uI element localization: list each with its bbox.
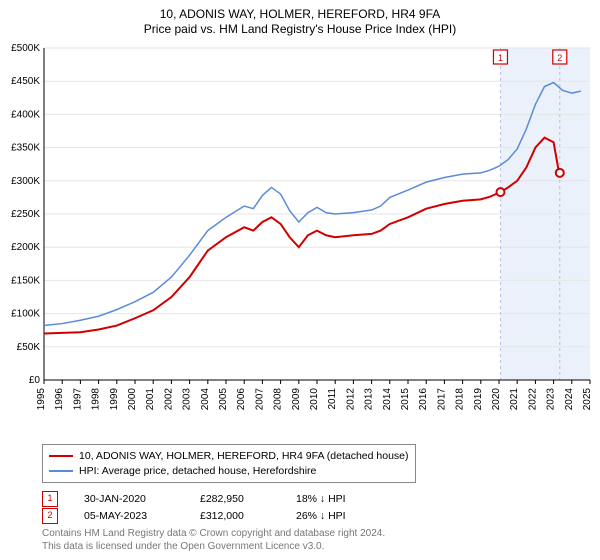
svg-text:2005: 2005: [218, 388, 229, 411]
svg-text:£350K: £350K: [11, 143, 40, 154]
svg-text:2: 2: [557, 53, 562, 63]
marker-date-2: 05-MAY-2023: [84, 510, 174, 522]
marker-box-2: 2: [42, 508, 58, 524]
svg-text:1997: 1997: [72, 388, 83, 411]
svg-text:£50K: £50K: [17, 342, 41, 353]
marker-row-1: 1 30-JAN-2020 £282,950 18% ↓ HPI: [42, 490, 346, 507]
svg-text:2023: 2023: [546, 388, 557, 411]
svg-text:£250K: £250K: [11, 209, 40, 220]
svg-text:2014: 2014: [382, 388, 393, 411]
svg-text:2010: 2010: [309, 388, 320, 411]
attribution-line2: This data is licensed under the Open Gov…: [42, 541, 385, 554]
svg-text:£500K: £500K: [11, 43, 40, 54]
svg-text:2004: 2004: [200, 388, 211, 411]
svg-text:1995: 1995: [36, 388, 47, 411]
line-chart: £0 £50K £100K £150K £200K £250K £300K £350K £400…: [0, 40, 600, 440]
svg-text:1: 1: [498, 53, 503, 63]
attribution-line1: Contains HM Land Registry data © Crown c…: [42, 528, 385, 541]
svg-text:2001: 2001: [145, 388, 156, 411]
svg-text:2003: 2003: [182, 388, 193, 411]
svg-text:2006: 2006: [236, 388, 247, 411]
svg-text:2016: 2016: [418, 388, 429, 411]
svg-text:2021: 2021: [509, 388, 520, 411]
chart-title-line1: 10, ADONIS WAY, HOLMER, HEREFORD, HR4 9F…: [0, 0, 600, 22]
svg-text:£100K: £100K: [11, 309, 40, 320]
chart-container: { "title_line1": "10, ADONIS WAY, HOLMER…: [0, 0, 600, 560]
svg-text:2007: 2007: [254, 388, 265, 411]
chart-title-line2: Price paid vs. HM Land Registry's House …: [0, 22, 600, 40]
marker-date-1: 30-JAN-2020: [84, 493, 174, 505]
svg-text:£400K: £400K: [11, 110, 40, 121]
svg-text:2011: 2011: [327, 388, 338, 410]
svg-text:2012: 2012: [345, 388, 356, 411]
legend-row-property: 10, ADONIS WAY, HOLMER, HEREFORD, HR4 9F…: [49, 449, 409, 464]
svg-text:2013: 2013: [364, 388, 375, 411]
svg-text:2000: 2000: [127, 388, 138, 411]
svg-text:1998: 1998: [91, 388, 102, 411]
svg-text:2008: 2008: [273, 388, 284, 411]
svg-text:£300K: £300K: [11, 176, 40, 187]
legend-row-hpi: HPI: Average price, detached house, Here…: [49, 464, 409, 479]
svg-text:2024: 2024: [564, 388, 575, 411]
markers-table: 1 30-JAN-2020 £282,950 18% ↓ HPI 2 05-MA…: [42, 490, 346, 524]
svg-text:£200K: £200K: [11, 242, 40, 253]
legend-swatch-property: [49, 455, 73, 457]
marker-box-1: 1: [42, 491, 58, 507]
legend-label-hpi: HPI: Average price, detached house, Here…: [79, 464, 316, 479]
svg-text:£0: £0: [29, 375, 41, 386]
svg-text:£450K: £450K: [11, 76, 40, 87]
svg-text:2018: 2018: [455, 388, 466, 411]
marker-price-1: £282,950: [200, 493, 270, 505]
attribution: Contains HM Land Registry data © Crown c…: [42, 528, 385, 553]
svg-text:2017: 2017: [436, 388, 447, 411]
svg-text:2015: 2015: [400, 388, 411, 411]
legend-swatch-hpi: [49, 470, 73, 472]
svg-text:2022: 2022: [527, 388, 538, 411]
svg-text:2020: 2020: [491, 388, 502, 411]
svg-text:£150K: £150K: [11, 276, 40, 287]
marker-price-2: £312,000: [200, 510, 270, 522]
marker-delta-1: 18% ↓ HPI: [296, 493, 346, 505]
legend: 10, ADONIS WAY, HOLMER, HEREFORD, HR4 9F…: [42, 444, 416, 483]
legend-label-property: 10, ADONIS WAY, HOLMER, HEREFORD, HR4 9F…: [79, 449, 409, 464]
svg-text:1996: 1996: [54, 388, 65, 411]
marker-delta-2: 26% ↓ HPI: [296, 510, 346, 522]
marker-row-2: 2 05-MAY-2023 £312,000 26% ↓ HPI: [42, 507, 346, 524]
svg-text:1999: 1999: [109, 388, 120, 411]
svg-text:2019: 2019: [473, 388, 484, 411]
svg-text:2009: 2009: [291, 388, 302, 411]
svg-text:2002: 2002: [163, 388, 174, 411]
svg-text:2025: 2025: [582, 388, 593, 411]
